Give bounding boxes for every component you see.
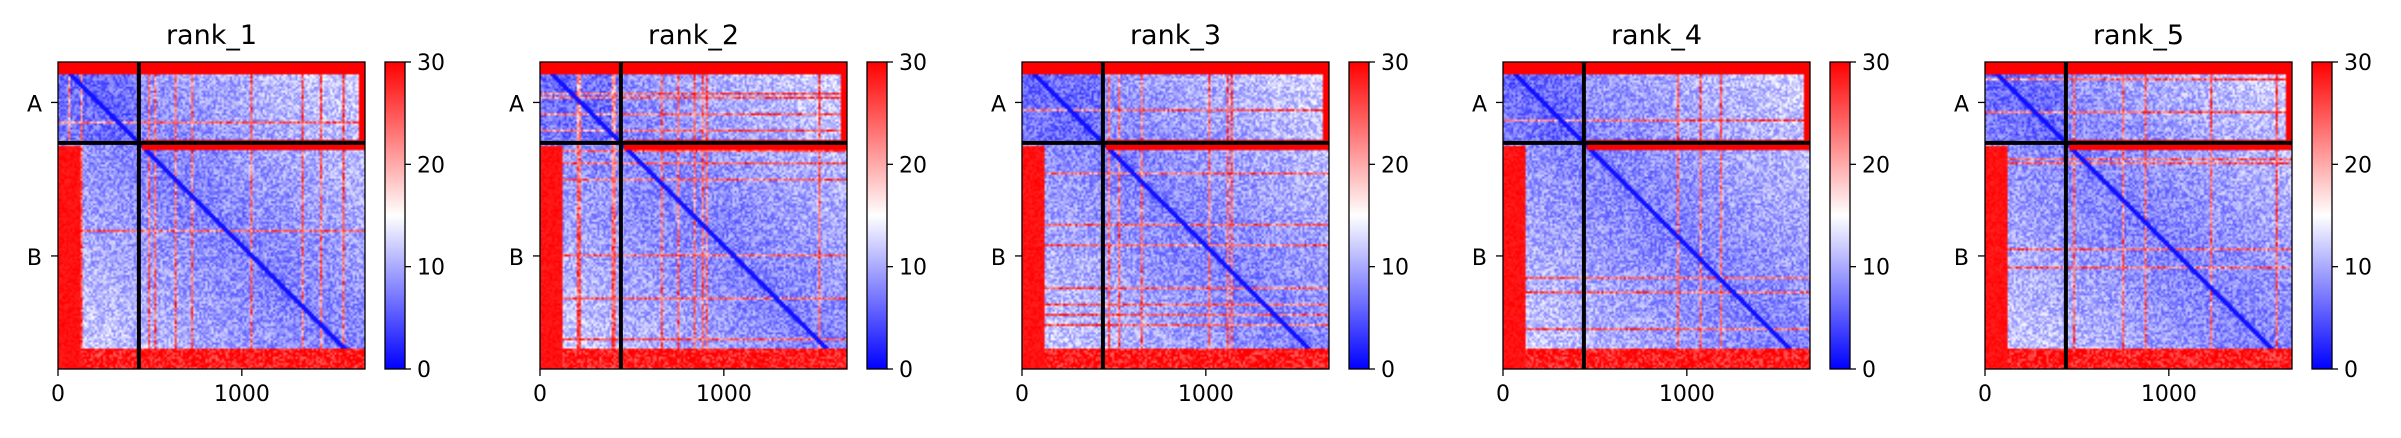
heatmap-frame [57,61,366,370]
colorbar-tick-label: 10 [2344,256,2372,281]
colorbar-tick-label: 10 [1862,256,1890,281]
chart-title: rank_2 [648,20,739,51]
heatmap-image [1985,62,2292,369]
colorbar-tick-label: 10 [1381,256,1409,281]
colorbar [1829,61,1851,370]
colorbar-tick-label: 0 [1862,358,1876,383]
colorbar-tick-label: 10 [417,256,445,281]
x-tick-label: 0 [1978,382,1992,407]
colorbar-tick-label: 20 [1862,153,1890,178]
x-tick-label: 0 [1496,382,1510,407]
colorbar-tick-label: 0 [417,358,431,383]
heatmap-frame [1502,61,1811,370]
y-tick-label: A [509,92,524,117]
y-tick-label: A [1954,92,1969,117]
colorbar-tick-label: 10 [899,256,927,281]
colorbar-tick-label: 20 [2344,153,2372,178]
y-tick-label: B [27,246,42,271]
y-tick-label: B [509,246,524,271]
y-tick-label: B [1472,246,1487,271]
heatmap-frame [539,61,848,370]
heatmap-frame [1984,61,2293,370]
colorbar-tick-label: 20 [899,153,927,178]
heatmap-image [58,62,365,369]
x-tick-label: 1000 [1178,382,1234,407]
panel-rank_2: rank_2 A B 0 1000 0 10 20 30 [509,20,927,407]
y-tick-label: A [991,92,1006,117]
x-tick-label: 1000 [1659,382,1715,407]
colorbar-tick-label: 20 [417,153,445,178]
x-tick-label: 1000 [696,382,752,407]
colorbar [384,61,406,370]
chart-title: rank_1 [166,20,257,51]
heatmap-image [540,62,847,369]
x-tick-label: 0 [51,382,65,407]
colorbar [866,61,888,370]
colorbar-tick-label: 30 [417,51,445,76]
x-tick-label: 0 [1015,382,1029,407]
y-tick-label: B [991,246,1006,271]
panel-rank_5: rank_5 A B 0 1000 0 10 20 30 [1954,20,2372,407]
colorbar-tick-label: 0 [899,358,913,383]
colorbar [1348,61,1370,370]
colorbar-tick-label: 30 [899,51,927,76]
panel-rank_4: rank_4 A B 0 1000 0 10 20 30 [1472,20,1890,407]
chart-title: rank_3 [1130,20,1221,51]
heatmap-frame [1021,61,1330,370]
colorbar-tick-label: 30 [1381,51,1409,76]
colorbar-tick-label: 0 [1381,358,1395,383]
panel-rank_3: rank_3 A B 0 1000 0 10 20 30 [991,20,1409,407]
colorbar-tick-label: 0 [2344,358,2358,383]
x-tick-label: 1000 [214,382,270,407]
y-tick-label: B [1954,246,1969,271]
colorbar-tick-label: 20 [1381,153,1409,178]
colorbar [2311,61,2333,370]
chart-title: rank_5 [2093,20,2184,51]
chart-title: rank_4 [1611,20,1702,51]
y-tick-label: A [27,92,42,117]
y-tick-label: A [1472,92,1487,117]
colorbar-tick-label: 30 [1862,51,1890,76]
colorbar-tick-label: 30 [2344,51,2372,76]
x-tick-label: 1000 [2141,382,2197,407]
panel-rank_1: rank_1 A B 0 1000 0 10 20 30 [27,20,445,407]
x-tick-label: 0 [533,382,547,407]
heatmap-image [1503,62,1810,369]
heatmap-image [1022,62,1329,369]
